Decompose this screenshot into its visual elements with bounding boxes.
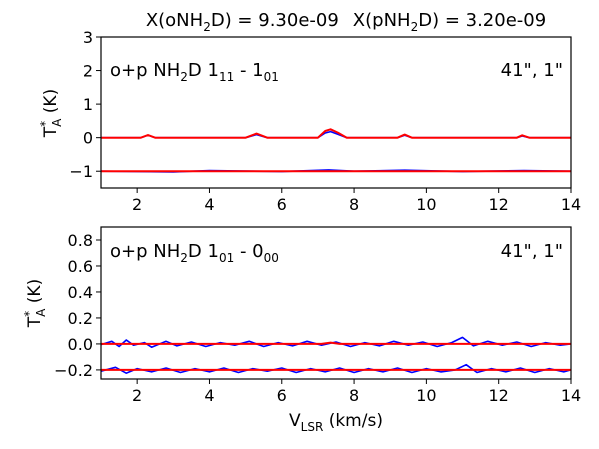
top-panel-model-line-1 — [101, 128, 571, 139]
top-panel-beam-label: 41", 1" — [501, 60, 563, 81]
bottom-panel-xtick-label: 2 — [132, 386, 142, 405]
bottom-panel-yticks: −0.2 0.0 0.2 0.4 0.6 0.8 — [54, 231, 101, 380]
bottom-panel-model-line-1 — [101, 341, 571, 345]
top-panel-ytick-label: 1 — [83, 95, 93, 114]
top-panel-yticks: −1 0 1 2 3 — [69, 28, 101, 181]
bottom-panel-xtick-label: 10 — [416, 386, 436, 405]
bottom-panel-ytick-label: 0.4 — [68, 283, 93, 302]
top-panel-ylabel: T*A (K) — [38, 89, 64, 138]
bottom-panel-xtick-label: 14 — [561, 386, 581, 405]
top-panel-ytick-label: 2 — [83, 62, 93, 81]
top-panel-annotation: o+p NH2D 111 - 101 — [110, 60, 279, 84]
top-panel-xtick-label: 2 — [132, 195, 142, 214]
figure-title: X(oNH2D) = 9.30e-09 X(pNH2D) = 3.20e-09 — [146, 10, 546, 34]
top-panel-xtick-label: 14 — [561, 195, 581, 214]
top-panel-xtick-label: 10 — [416, 195, 436, 214]
bottom-panel-ylabel: T*A (K) — [22, 279, 48, 328]
top-panel-xtick-label: 6 — [277, 195, 287, 214]
bottom-panel-xtick-label: 12 — [489, 386, 509, 405]
bottom-panel-frame — [100, 226, 572, 380]
bottom-panel: 2 4 6 8 10 12 14 −0.2 0.0 0.2 0.4 0.6 0.8 o+p NH2D … — [22, 226, 581, 405]
x-axis-label: VLSR (km/s) — [289, 411, 383, 434]
bottom-panel-beam-label: 41", 1" — [501, 241, 563, 262]
bottom-panel-xtick-label: 4 — [204, 386, 214, 405]
bottom-panel-ytick-label: 0.2 — [68, 309, 93, 328]
bottom-panel-xtick-label: 8 — [349, 386, 359, 405]
bottom-panel-xticks: 2 4 6 8 10 12 14 — [132, 379, 581, 405]
top-panel-xticks: 2 4 6 8 10 12 14 — [132, 188, 581, 214]
top-panel-xtick-label: 12 — [489, 195, 509, 214]
top-panel-ytick-label: −1 — [69, 162, 93, 181]
bottom-panel-ytick-label: 0.8 — [68, 231, 93, 250]
top-panel-xtick-label: 8 — [349, 195, 359, 214]
bottom-panel-observed-line-0 — [100, 336, 572, 349]
bottom-panel-lines — [100, 336, 572, 375]
bottom-panel-annotation: o+p NH2D 101 - 000 — [110, 241, 279, 265]
top-panel-ytick-label: 0 — [83, 129, 93, 148]
bottom-panel-ytick-label: 0.6 — [68, 257, 93, 276]
top-panel-xtick-label: 4 — [204, 195, 214, 214]
top-panel-frame — [100, 36, 572, 189]
bottom-panel-ytick-label: −0.2 — [54, 361, 93, 380]
top-panel-ytick-label: 3 — [83, 28, 93, 47]
top-panel-lines — [100, 128, 572, 173]
bottom-panel-xtick-label: 6 — [277, 386, 287, 405]
bottom-panel-ytick-label: 0.0 — [68, 335, 93, 354]
